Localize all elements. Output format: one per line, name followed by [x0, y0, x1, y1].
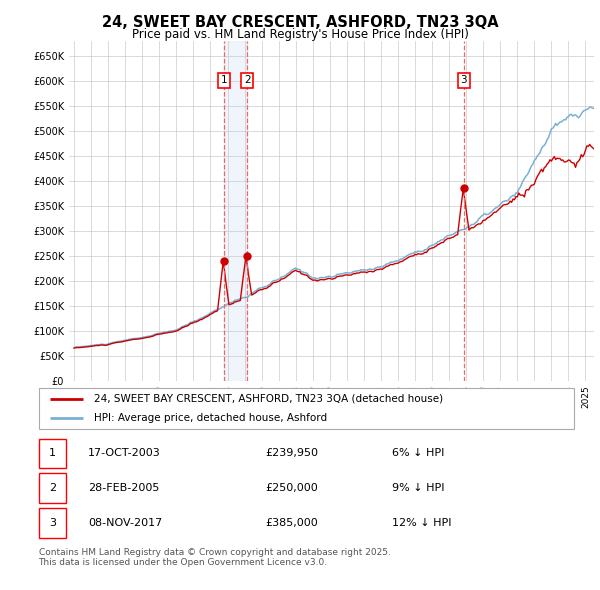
Text: £250,000: £250,000 [265, 483, 317, 493]
Text: £239,950: £239,950 [265, 448, 318, 458]
Text: £385,000: £385,000 [265, 518, 317, 528]
Text: 24, SWEET BAY CRESCENT, ASHFORD, TN23 3QA: 24, SWEET BAY CRESCENT, ASHFORD, TN23 3Q… [101, 15, 499, 30]
Bar [224, 41, 247, 381]
Text: 3: 3 [460, 76, 467, 86]
Text: 24, SWEET BAY CRESCENT, ASHFORD, TN23 3QA (detached house): 24, SWEET BAY CRESCENT, ASHFORD, TN23 3Q… [94, 394, 443, 404]
Text: 1: 1 [221, 76, 227, 86]
Text: 1: 1 [49, 448, 56, 458]
FancyBboxPatch shape [38, 438, 66, 468]
Text: 12% ↓ HPI: 12% ↓ HPI [392, 518, 451, 528]
Text: 6% ↓ HPI: 6% ↓ HPI [392, 448, 444, 458]
Text: 2: 2 [49, 483, 56, 493]
Text: 2: 2 [244, 76, 250, 86]
Text: 3: 3 [49, 518, 56, 528]
Text: 08-NOV-2017: 08-NOV-2017 [88, 518, 163, 528]
Text: 17-OCT-2003: 17-OCT-2003 [88, 448, 161, 458]
Text: HPI: Average price, detached house, Ashford: HPI: Average price, detached house, Ashf… [94, 414, 327, 423]
FancyBboxPatch shape [38, 509, 66, 538]
Text: 28-FEB-2005: 28-FEB-2005 [88, 483, 160, 493]
FancyBboxPatch shape [38, 388, 574, 429]
FancyBboxPatch shape [38, 474, 66, 503]
Text: 9% ↓ HPI: 9% ↓ HPI [392, 483, 444, 493]
Text: Price paid vs. HM Land Registry's House Price Index (HPI): Price paid vs. HM Land Registry's House … [131, 28, 469, 41]
Text: Contains HM Land Registry data © Crown copyright and database right 2025.
This d: Contains HM Land Registry data © Crown c… [38, 548, 391, 567]
